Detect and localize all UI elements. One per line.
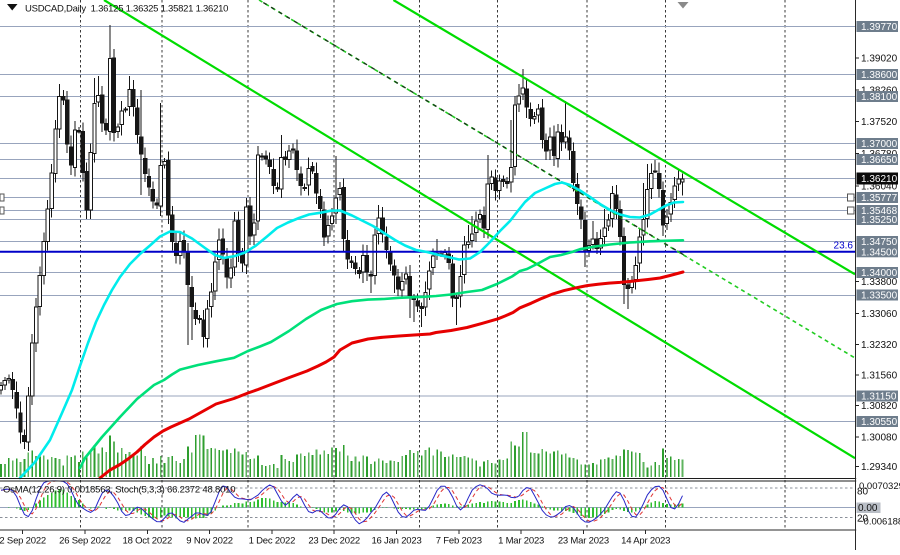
svg-text:1.30080: 1.30080 bbox=[861, 433, 898, 444]
svg-text:9 Nov 2022: 9 Nov 2022 bbox=[186, 536, 233, 547]
svg-text:1.30820: 1.30820 bbox=[861, 401, 898, 412]
svg-text:1.33060: 1.33060 bbox=[861, 309, 898, 320]
svg-text:80: 80 bbox=[857, 487, 869, 498]
svg-text:1.37000: 1.37000 bbox=[861, 139, 898, 150]
svg-text:1.32320: 1.32320 bbox=[861, 340, 898, 351]
svg-text:1.29340: 1.29340 bbox=[861, 462, 898, 473]
svg-text:7 Feb 2023: 7 Feb 2023 bbox=[436, 536, 482, 547]
svg-text:1.35250: 1.35250 bbox=[861, 215, 898, 226]
svg-text:1.33800: 1.33800 bbox=[861, 277, 898, 288]
svg-text:1 Dec 2022: 1 Dec 2022 bbox=[249, 536, 296, 547]
svg-text:23 Dec 2022: 23 Dec 2022 bbox=[308, 536, 360, 547]
svg-text:0.00: 0.00 bbox=[858, 503, 878, 514]
svg-text:18 Oct 2022: 18 Oct 2022 bbox=[123, 536, 173, 547]
svg-text:1.39020: 1.39020 bbox=[861, 54, 898, 65]
svg-text:1.38600: 1.38600 bbox=[861, 70, 898, 81]
svg-text:26 Sep 2022: 26 Sep 2022 bbox=[59, 536, 111, 547]
svg-text:23 Mar 2023: 23 Mar 2023 bbox=[558, 536, 609, 547]
svg-text:1.37520: 1.37520 bbox=[861, 117, 898, 128]
svg-text:1.39770: 1.39770 bbox=[861, 22, 898, 33]
svg-text:1.35468: 1.35468 bbox=[861, 206, 898, 217]
svg-text:23.6: 23.6 bbox=[834, 241, 854, 252]
svg-text:1.36650: 1.36650 bbox=[861, 155, 898, 166]
svg-text:−0.006188: −0.006188 bbox=[858, 517, 900, 528]
svg-text:0.0070329: 0.0070329 bbox=[859, 481, 900, 492]
svg-text:1.36210: 1.36210 bbox=[861, 174, 898, 185]
svg-text:1.33500: 1.33500 bbox=[861, 291, 898, 302]
svg-text:1.34500: 1.34500 bbox=[861, 247, 898, 258]
svg-text:1.31560: 1.31560 bbox=[861, 371, 898, 382]
svg-text:1.30550: 1.30550 bbox=[861, 417, 898, 428]
svg-text:1.36040: 1.36040 bbox=[861, 182, 898, 193]
svg-text:1.34000: 1.34000 bbox=[861, 268, 898, 279]
svg-text:16 Jan 2023: 16 Jan 2023 bbox=[371, 536, 421, 547]
svg-text:1.34750: 1.34750 bbox=[861, 237, 898, 248]
svg-text:20: 20 bbox=[857, 514, 869, 525]
svg-text:OsMA(12,26,9) 0.0018563, Stoch: OsMA(12,26,9) 0.0018563, Stoch(5,3,3) 66… bbox=[3, 485, 235, 496]
svg-text:2 Sep 2022: 2 Sep 2022 bbox=[0, 536, 46, 547]
svg-text:14 Apr 2023: 14 Apr 2023 bbox=[621, 536, 670, 547]
svg-text:1.35777: 1.35777 bbox=[861, 193, 898, 204]
svg-text:1.38100: 1.38100 bbox=[861, 92, 898, 103]
svg-text:1.31150: 1.31150 bbox=[861, 392, 897, 403]
svg-text:USDCAD,Daily 1.36125 1.36325: USDCAD,Daily 1.36125 1.36325 1.35821 1.3… bbox=[25, 4, 228, 15]
svg-text:1 Mar 2023: 1 Mar 2023 bbox=[498, 536, 544, 547]
